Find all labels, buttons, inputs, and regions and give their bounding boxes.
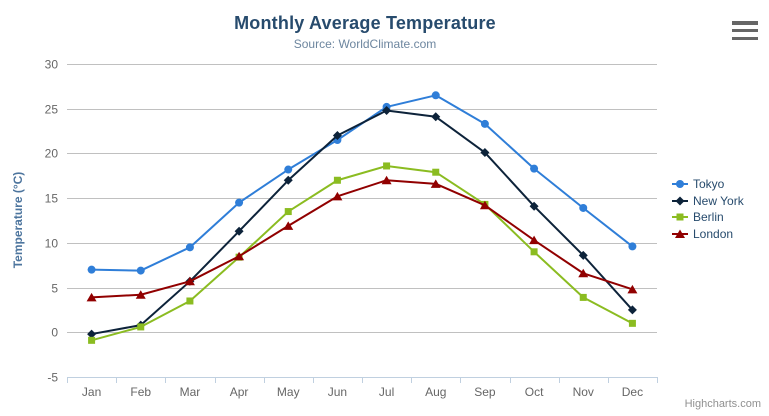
y-axis-label: 10: [45, 237, 59, 251]
data-point-berlin[interactable]: [137, 323, 145, 331]
x-axis-label: Apr: [230, 385, 249, 399]
data-point-tokyo[interactable]: [136, 266, 145, 275]
x-axis-label: Dec: [622, 385, 643, 399]
data-point-london[interactable]: [381, 175, 392, 185]
data-point-london[interactable]: [627, 284, 638, 294]
x-axis-label: Jun: [328, 385, 347, 399]
data-point-london[interactable]: [86, 292, 97, 302]
data-point-tokyo[interactable]: [431, 91, 440, 100]
legend-marker-triangle-icon: [672, 229, 688, 238]
data-point-berlin[interactable]: [579, 293, 587, 301]
y-axis-label: 5: [51, 282, 58, 296]
x-axis-label: May: [277, 385, 300, 399]
data-point-london[interactable]: [529, 235, 540, 245]
legend-item-tokyo[interactable]: Tokyo: [672, 176, 744, 192]
y-axis-label: 20: [45, 147, 59, 161]
legend-marker-new-york[interactable]: [675, 196, 685, 205]
x-axis-label: Feb: [130, 385, 151, 399]
hamburger-icon: [732, 21, 758, 25]
x-axis-label: Mar: [180, 385, 201, 399]
x-axis-label: Sep: [474, 385, 496, 399]
data-point-new-york[interactable]: [87, 329, 97, 339]
data-point-tokyo[interactable]: [185, 243, 194, 252]
data-point-tokyo[interactable]: [284, 165, 293, 174]
data-point-berlin[interactable]: [628, 319, 636, 327]
legend-label: Berlin: [693, 210, 724, 224]
data-point-berlin[interactable]: [530, 248, 538, 256]
legend-item-berlin[interactable]: Berlin: [672, 209, 744, 225]
series-line-new-york[interactable]: [90, 109, 634, 336]
chart-title: Monthly Average Temperature: [234, 13, 496, 33]
legend-marker-berlin[interactable]: [676, 213, 684, 221]
data-point-berlin[interactable]: [383, 162, 391, 170]
data-point-new-york[interactable]: [578, 250, 588, 260]
context-menu-button[interactable]: [732, 21, 758, 40]
data-point-london[interactable]: [479, 200, 490, 210]
y-axis-label: 30: [45, 58, 59, 72]
data-point-berlin[interactable]: [333, 176, 341, 184]
x-axis-label: Oct: [525, 385, 544, 399]
legend-marker-tokyo[interactable]: [676, 180, 684, 188]
data-point-new-york[interactable]: [332, 131, 342, 141]
data-point-new-york[interactable]: [529, 201, 539, 211]
legend-marker-square-icon: [672, 213, 688, 221]
data-point-tokyo[interactable]: [235, 198, 244, 207]
data-point-london[interactable]: [332, 191, 343, 201]
y-axis-label: 0: [51, 326, 58, 340]
y-axis-label: -5: [47, 371, 58, 385]
data-point-london[interactable]: [578, 268, 589, 278]
legend-marker-london[interactable]: [675, 229, 685, 238]
data-point-london[interactable]: [283, 221, 294, 230]
x-axis-label: Nov: [573, 385, 594, 399]
legend-label: New York: [693, 193, 744, 208]
highcharts-credit[interactable]: Highcharts.com: [684, 398, 761, 410]
data-point-tokyo[interactable]: [480, 119, 489, 128]
series-line-london[interactable]: [90, 179, 634, 299]
x-axis-label: Jul: [379, 385, 394, 399]
y-axis-label: 25: [45, 103, 59, 117]
data-point-berlin[interactable]: [186, 297, 194, 305]
data-point-tokyo[interactable]: [530, 164, 539, 173]
legend-item-new-york[interactable]: New York: [672, 193, 744, 209]
data-point-new-york[interactable]: [283, 175, 293, 185]
chart-subtitle: Source: WorldClimate.com: [293, 37, 437, 51]
data-point-new-york[interactable]: [431, 112, 441, 122]
x-axis-label: Aug: [425, 385, 446, 399]
legend-marker-diamond-icon: [672, 196, 688, 205]
data-point-berlin[interactable]: [432, 168, 440, 176]
data-point-tokyo[interactable]: [579, 203, 588, 212]
y-axis-label: 15: [45, 192, 59, 206]
legend-marker-circle-icon: [672, 180, 688, 188]
data-point-london[interactable]: [184, 276, 195, 286]
data-point-london[interactable]: [234, 251, 245, 261]
legend-label: London: [693, 226, 734, 241]
legend-label: Tokyo: [693, 177, 725, 191]
data-point-new-york[interactable]: [382, 106, 392, 116]
legend-item-london[interactable]: London: [672, 226, 744, 242]
data-point-berlin[interactable]: [88, 336, 96, 344]
hamburger-icon: [732, 28, 758, 33]
data-point-new-york[interactable]: [480, 148, 490, 158]
data-point-tokyo[interactable]: [87, 265, 96, 274]
legend: Tokyo New York Berlin London: [672, 176, 744, 242]
series-line-tokyo[interactable]: [90, 94, 634, 272]
data-point-new-york[interactable]: [234, 226, 244, 236]
data-point-london[interactable]: [430, 179, 441, 188]
series-line-berlin[interactable]: [90, 164, 634, 342]
data-point-berlin[interactable]: [284, 208, 292, 216]
data-point-tokyo[interactable]: [628, 242, 637, 251]
x-axis-label: Jan: [82, 385, 101, 399]
hamburger-icon: [732, 36, 758, 40]
data-point-new-york[interactable]: [627, 305, 637, 315]
data-point-london[interactable]: [135, 290, 146, 299]
